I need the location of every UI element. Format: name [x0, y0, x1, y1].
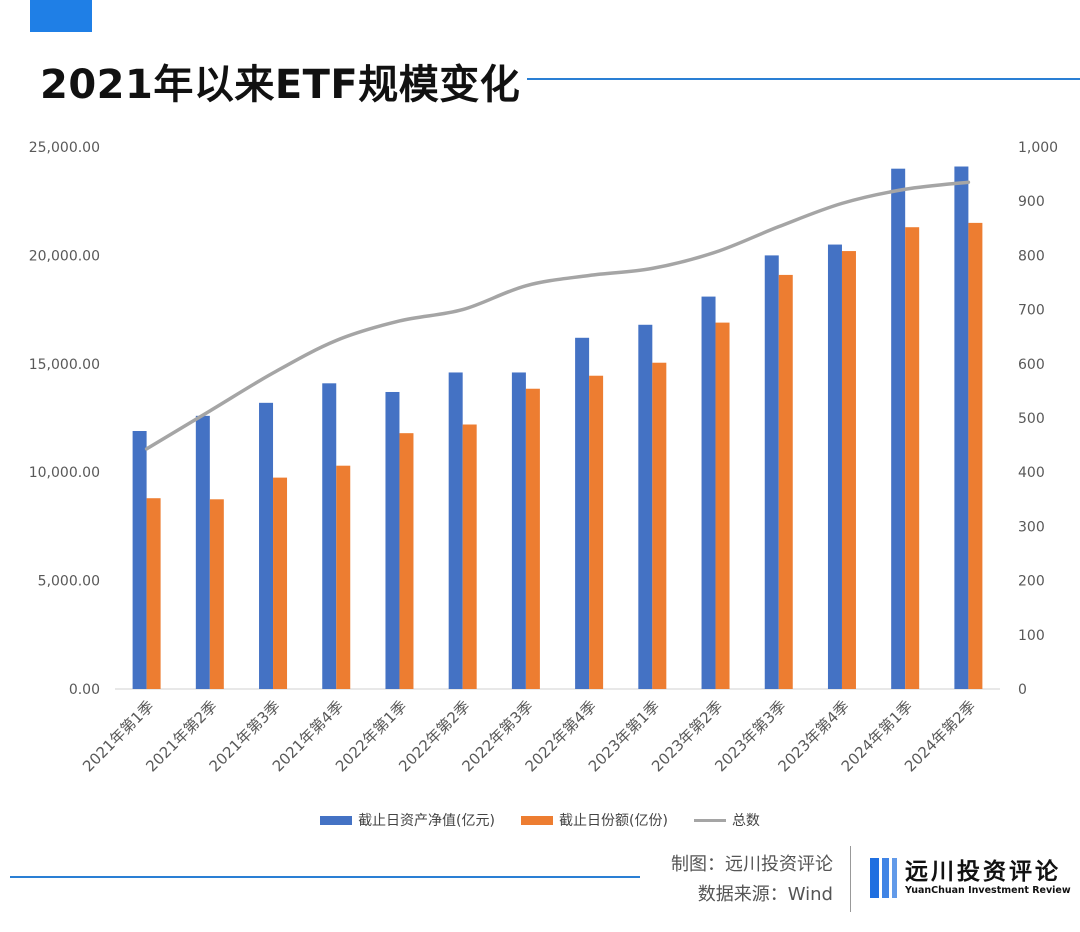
legend-item-shares: 截止日份额(亿份): [521, 810, 668, 830]
y-right-tick-label: 1,000: [1018, 140, 1058, 156]
etf-chart: 0.00 5,000.00 10,000.00 15,000.00 20,000.00 2…: [29, 140, 1058, 775]
bar-shares: [336, 465, 351, 689]
bar-nav: [891, 168, 906, 689]
y-right-tick-label: 300: [1018, 519, 1045, 535]
legend-label-count: 总数: [731, 813, 760, 829]
data-source: 数据来源：Wind: [697, 884, 833, 905]
y-right-tick-label: 400: [1018, 465, 1045, 481]
y-right-tick-label: 800: [1018, 248, 1045, 264]
y-right-tick-label: 0: [1018, 682, 1027, 698]
legend-item-nav: 截止日资产净值(亿元): [320, 810, 495, 830]
bar-nav: [195, 415, 210, 689]
bar-shares: [905, 227, 920, 689]
bar-nav: [701, 296, 716, 689]
bar-nav: [511, 372, 526, 689]
bar-shares: [462, 424, 477, 689]
y-right-tick-label: 100: [1018, 628, 1045, 644]
bar-nav: [827, 244, 842, 689]
bar-shares: [209, 499, 224, 689]
bar-shares: [399, 433, 414, 689]
line-series: [144, 180, 971, 451]
y-left-tick-label: 20,000.00: [29, 248, 100, 264]
x-axis-labels: 2021年第1季2021年第2季2021年第3季2021年第4季2022年第1季…: [79, 697, 979, 775]
bar-shares: [841, 251, 856, 689]
bar-nav: [638, 324, 653, 689]
legend-swatch-nav: [320, 815, 353, 825]
bar-shares: [273, 477, 288, 689]
y-left-tick-label: 25,000.00: [29, 140, 100, 156]
left-axis: 0.00 5,000.00 10,000.00 15,000.00 20,000.00 2…: [29, 140, 100, 698]
bar-shares: [968, 222, 983, 689]
y-right-tick-label: 700: [1018, 303, 1045, 319]
bar-nav: [259, 402, 274, 689]
y-right-tick-label: 600: [1018, 357, 1045, 373]
bar-shares: [715, 322, 730, 689]
right-axis: 0 100 200 300 400 500 600 700 800 900 1,000: [1018, 140, 1058, 698]
y-right-tick-label: 200: [1018, 574, 1045, 590]
logo-name-cn: 远川投资评论: [905, 859, 1061, 885]
bar-shares: [589, 375, 604, 689]
bar-shares: [525, 388, 540, 689]
legend-swatch-shares: [521, 815, 553, 825]
legend-swatch-count: [693, 818, 726, 822]
bar-nav: [322, 383, 337, 689]
legend: 截止日资产净值(亿元) 截止日份额(亿份) 总数: [0, 810, 1080, 830]
bar-nav: [575, 337, 590, 689]
bar-nav: [448, 372, 463, 689]
bar-nav: [954, 166, 969, 690]
legend-item-count: 总数: [693, 810, 760, 830]
y-left-tick-label: 5,000.00: [38, 574, 100, 590]
footer-divider: [10, 876, 640, 878]
y-right-tick-label: 900: [1018, 194, 1045, 210]
y-left-tick-label: 15,000.00: [29, 357, 100, 373]
chart-credit: 制图：远川投资评论: [671, 854, 833, 875]
bar-nav: [764, 255, 779, 689]
title-divider: [527, 78, 1080, 80]
bar-nav: [385, 391, 400, 689]
y-left-tick-label: 10,000.00: [29, 465, 100, 481]
bar-nav: [132, 431, 147, 689]
bar-series: [132, 166, 983, 690]
page-title: 2021年以来ETF规模变化: [40, 62, 521, 108]
logo-bars-icon: [870, 858, 897, 898]
line-count: [144, 180, 971, 451]
footer-vertical-divider: [850, 846, 851, 912]
bar-shares: [146, 498, 161, 689]
accent-block: [30, 0, 92, 32]
y-left-tick-label: 0.00: [69, 682, 100, 698]
bar-shares: [652, 362, 667, 689]
logo-name-en: YuanChuan Investment Review: [905, 885, 1071, 896]
legend-label-shares: 截止日份额(亿份): [559, 813, 668, 829]
bar-shares: [778, 274, 793, 689]
brand-logo: 远川投资评论 YuanChuan Investment Review: [870, 858, 1071, 898]
y-right-tick-label: 500: [1018, 411, 1045, 427]
legend-label-nav: 截止日资产净值(亿元): [358, 813, 495, 829]
